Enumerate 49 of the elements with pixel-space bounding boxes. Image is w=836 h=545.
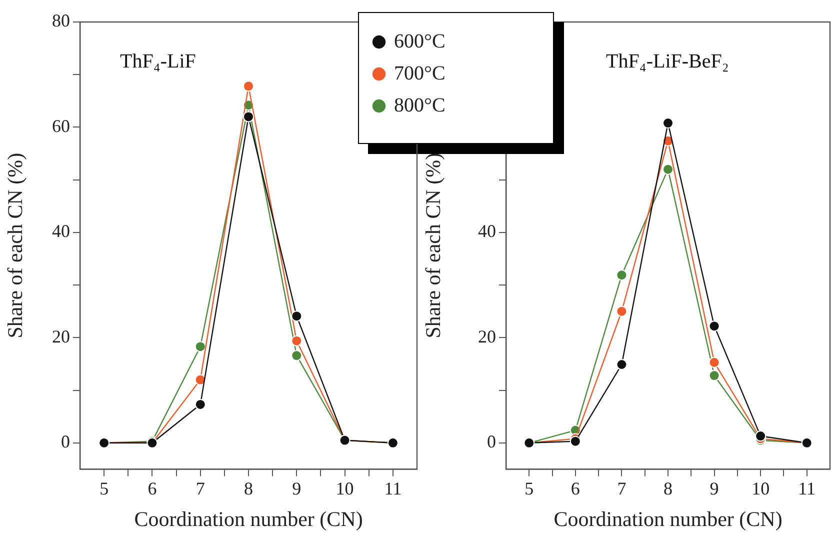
x-tick-label: 9	[292, 478, 302, 499]
point	[194, 374, 206, 386]
x-tick-label: 9	[710, 478, 719, 499]
x-tick-label: 7	[617, 478, 626, 499]
point	[194, 398, 206, 410]
y-tick-label: 20	[52, 326, 70, 346]
point	[243, 111, 254, 122]
x-tick-label: 6	[148, 478, 157, 499]
y-tick-label: 40	[52, 221, 70, 242]
text: ThF₄-LiF	[120, 50, 196, 72]
x-tick-label: 5	[100, 478, 109, 499]
x-tick-label: 6	[570, 478, 580, 499]
y-tick-label: 40	[478, 221, 496, 242]
x-tick-label: 10	[752, 478, 770, 499]
x-tick-label: 7	[196, 478, 205, 499]
point	[708, 370, 720, 382]
point	[194, 341, 206, 352]
point	[616, 306, 628, 317]
x-axis-title: Coordination number (CN)	[134, 506, 363, 531]
y-tick-label: 80	[52, 10, 70, 31]
x-axis-title: Coordination number (CN)	[554, 506, 782, 531]
y-axis-title: Share of each CN (%)	[3, 152, 28, 338]
y-tick-label: 0	[61, 432, 70, 452]
legend-label: 700°C	[394, 62, 446, 84]
point	[243, 80, 254, 92]
y-tick-label: 60	[52, 116, 70, 136]
point	[708, 320, 720, 332]
point	[291, 335, 302, 346]
x-tick-label: 8	[664, 478, 672, 499]
point	[616, 270, 628, 281]
point	[291, 350, 302, 362]
x-tick-label: 11	[384, 478, 402, 499]
x-tick-label: 11	[798, 478, 816, 499]
y-tick-label: 0	[487, 432, 496, 452]
x-tick-label: 5	[524, 478, 534, 499]
legend-label: 800°C	[394, 94, 446, 116]
x-tick-label: 10	[336, 478, 354, 499]
point	[662, 118, 674, 129]
text: ThF₄-LiF-BeF₂	[606, 50, 729, 72]
x-tick-label: 8	[244, 478, 253, 499]
point	[570, 436, 581, 447]
point	[755, 430, 766, 442]
y-axis-title: Share of each CN (%)	[421, 152, 446, 338]
y-tick-label: 20	[478, 326, 496, 346]
point	[708, 356, 720, 368]
legend-label: 600°C	[394, 30, 446, 52]
point	[291, 310, 302, 322]
point	[662, 164, 674, 175]
point	[616, 359, 628, 370]
